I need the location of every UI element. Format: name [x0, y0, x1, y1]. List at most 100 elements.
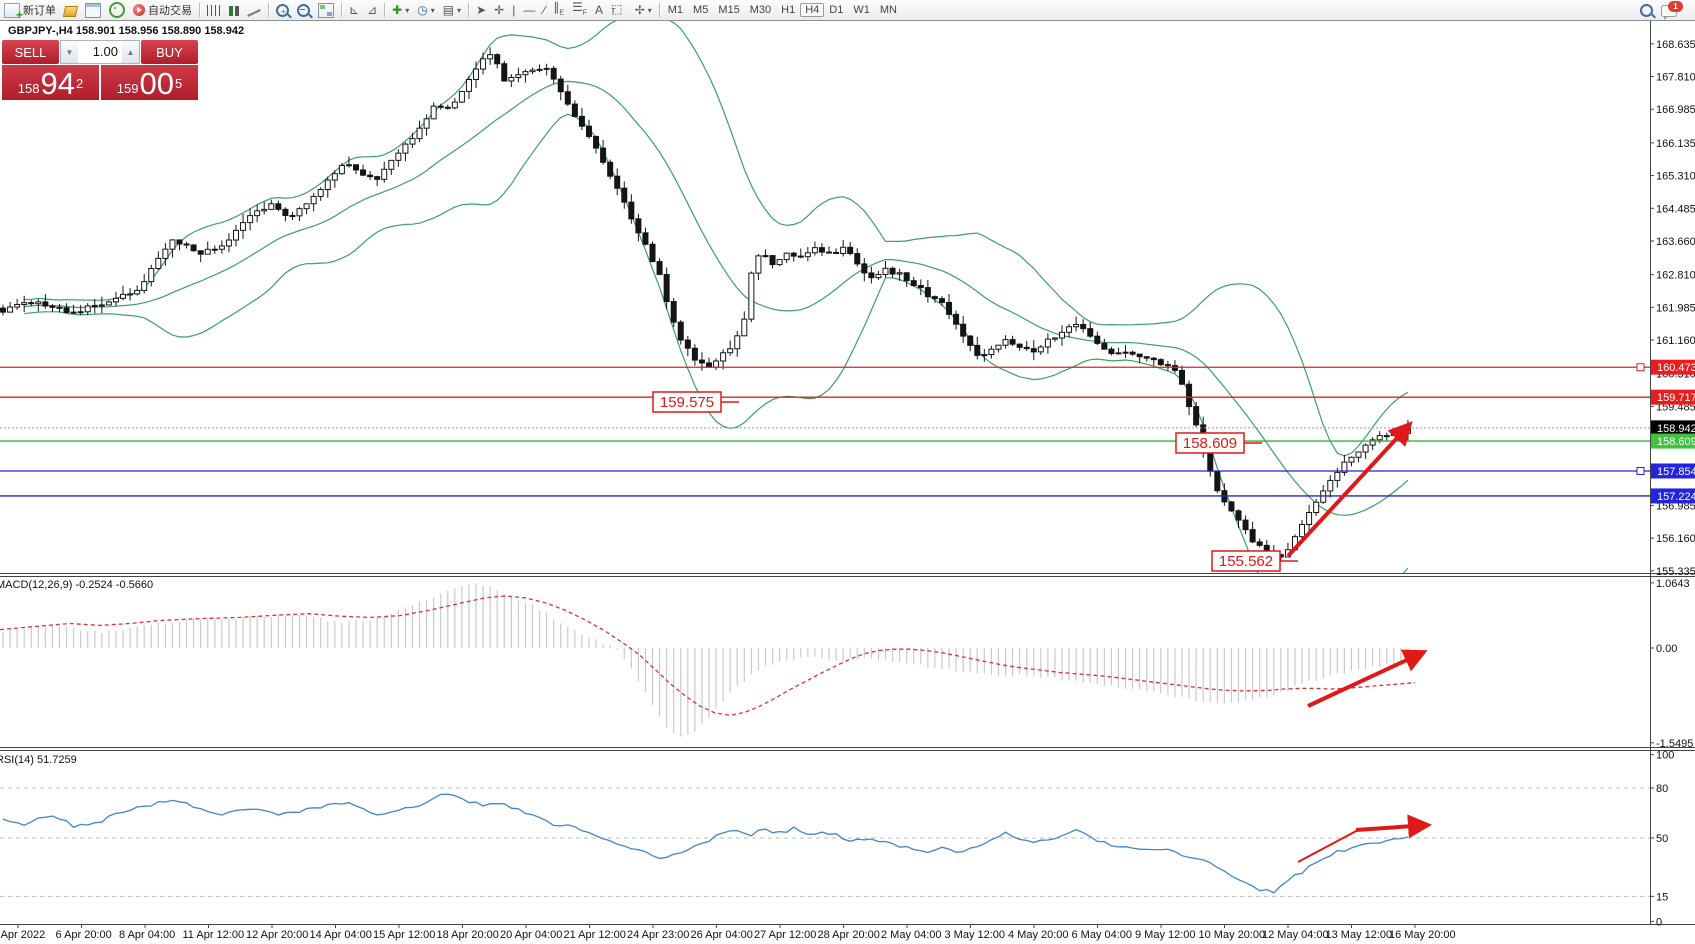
vertical-line-tool[interactable]: |	[508, 1, 519, 19]
svg-text:159.575: 159.575	[660, 394, 714, 411]
chart-title: GBPJPY-,H4 158.901 158.956 158.890 158.9…	[8, 25, 245, 37]
ticker-button[interactable]	[60, 1, 81, 19]
candlestick-button[interactable]	[225, 1, 243, 19]
horizontal-line-tool[interactable]: —	[519, 1, 539, 19]
svg-text:158.609: 158.609	[1183, 435, 1237, 452]
macd-pane	[0, 583, 1416, 737]
annotations: 159.575 158.609 155.562	[652, 391, 1298, 572]
timeframe-W1[interactable]: W1	[853, 4, 870, 16]
separator	[268, 3, 269, 17]
line-chart-button[interactable]	[243, 1, 265, 19]
svg-text:100: 100	[1656, 750, 1674, 762]
svg-text:20 Apr 04:00: 20 Apr 04:00	[500, 929, 562, 941]
line-handle[interactable]	[1636, 363, 1645, 372]
indicator-list-button[interactable]: ⊿	[363, 1, 381, 19]
svg-text:0: 0	[1656, 916, 1662, 928]
strategy-tester-button[interactable]	[105, 1, 129, 19]
svg-text:27 Apr 12:00: 27 Apr 12:00	[754, 929, 816, 941]
timeframe-M5[interactable]: M5	[693, 4, 709, 16]
text-tool[interactable]: A	[591, 1, 607, 19]
timeframe-M1[interactable]: M1	[667, 4, 684, 16]
buy-button[interactable]: BUY	[141, 40, 198, 64]
line-handle[interactable]	[1636, 466, 1645, 475]
sell-button[interactable]: SELL	[2, 40, 59, 64]
rsi-arrow[interactable]	[1355, 814, 1432, 839]
rsi-line	[2, 793, 1409, 894]
channel-icon: ∥E	[553, 0, 564, 17]
crosshair-tool[interactable]: ✛	[490, 1, 508, 19]
search-button[interactable]	[1636, 1, 1657, 19]
volume-up-button[interactable]: ▲	[122, 41, 139, 63]
new-order-icon	[4, 2, 23, 22]
tile-windows-button[interactable]	[314, 1, 338, 19]
rsi-thin-line[interactable]	[1297, 828, 1361, 863]
svg-text:3 May 12:00: 3 May 12:00	[945, 929, 1006, 941]
svg-text:1.0643: 1.0643	[1656, 578, 1690, 590]
annotation-158.609[interactable]: 158.609	[1175, 432, 1262, 454]
timeframe-H1[interactable]: H1	[781, 4, 796, 16]
svg-text:15 Apr 12:00: 15 Apr 12:00	[373, 929, 435, 941]
trend-arrows	[1286, 421, 1432, 863]
svg-text:5 Apr 2022: 5 Apr 2022	[0, 929, 45, 941]
channel-tool[interactable]: ∥E	[549, 0, 568, 19]
text-label-tool[interactable]: ⬚T	[607, 1, 631, 19]
separator	[468, 3, 470, 17]
autotrading-label: 自动交易	[148, 5, 192, 17]
arrows-tool[interactable]: ✢ ▾	[634, 2, 652, 17]
zoom-in-button[interactable]: +	[272, 1, 293, 19]
text-label-icon: ⬚T	[611, 1, 623, 16]
svg-text:21 Apr 12:00: 21 Apr 12:00	[564, 929, 626, 941]
timeframe-H4[interactable]: H4	[800, 3, 825, 17]
timeframe-MN[interactable]: MN	[879, 4, 897, 16]
timeframe-D1[interactable]: D1	[829, 4, 844, 16]
text-icon: A	[595, 2, 604, 17]
sell-price[interactable]: 158 94 2	[2, 65, 99, 100]
separator	[384, 3, 386, 17]
ticker-icon	[62, 5, 79, 17]
svg-text:165.310: 165.310	[1656, 171, 1695, 183]
svg-text:6 May 04:00: 6 May 04:00	[1072, 929, 1133, 941]
timeframe-M15[interactable]: M15	[718, 4, 740, 16]
svg-text:155.562: 155.562	[1219, 553, 1273, 570]
bar-chart-icon	[207, 5, 221, 16]
trendline-tool[interactable]: ∕	[539, 1, 549, 19]
bollinger-lower	[24, 113, 1409, 573]
bollinger-middle	[24, 80, 1409, 516]
svg-text:161.985: 161.985	[1656, 302, 1695, 314]
template-icon: ▤	[442, 2, 455, 17]
svg-text:166.985: 166.985	[1656, 104, 1695, 116]
svg-text:14 Apr 04:00: 14 Apr 04:00	[310, 929, 372, 941]
volume-down-button[interactable]: ▼	[61, 41, 78, 63]
buy-price-small: 159	[116, 81, 139, 96]
new-order-button[interactable]: 新订单	[0, 1, 60, 22]
cursor-icon: ➤	[476, 2, 487, 17]
indicator-window-button[interactable]: ⊾	[345, 1, 363, 19]
period-dropdown[interactable]: ◷ ▾	[417, 2, 435, 17]
fibonacci-tool[interactable]: ☰F	[568, 0, 591, 19]
svg-text:18 Apr 20:00: 18 Apr 20:00	[437, 929, 499, 941]
add-indicator-icon: ✚	[392, 2, 403, 17]
zoom-out-button[interactable]	[293, 1, 314, 19]
macd-arrow[interactable]	[1307, 649, 1428, 708]
autotrading-button[interactable]: 自动交易	[129, 1, 196, 19]
buy-price[interactable]: 159 00 5	[101, 65, 198, 100]
notifications-button[interactable]: 1	[1657, 0, 1683, 20]
window-icon	[85, 2, 101, 18]
add-indicator-dropdown[interactable]: ✚ ▾	[392, 2, 410, 17]
bar-chart-button[interactable]	[203, 1, 225, 19]
market-watch-button[interactable]	[81, 1, 105, 19]
template-dropdown[interactable]: ▤ ▾	[442, 2, 462, 17]
buy-price-big: 00	[139, 66, 174, 101]
volume-input[interactable]: 1.00	[92, 44, 118, 59]
annotation-159.575[interactable]: 159.575	[652, 391, 739, 413]
horizontal-line-icon: —	[523, 2, 536, 17]
cursor-tool[interactable]: ➤	[472, 1, 490, 19]
notification-badge: 1	[1668, 0, 1683, 12]
main-arrow[interactable]	[1286, 421, 1413, 558]
svg-text:162.810: 162.810	[1656, 270, 1695, 282]
timeframe-M30[interactable]: M30	[749, 4, 772, 16]
svg-text:166.135: 166.135	[1656, 138, 1695, 150]
svg-text:16 May 20:00: 16 May 20:00	[1389, 929, 1456, 941]
annotation-155.562[interactable]: 155.562	[1211, 550, 1298, 572]
